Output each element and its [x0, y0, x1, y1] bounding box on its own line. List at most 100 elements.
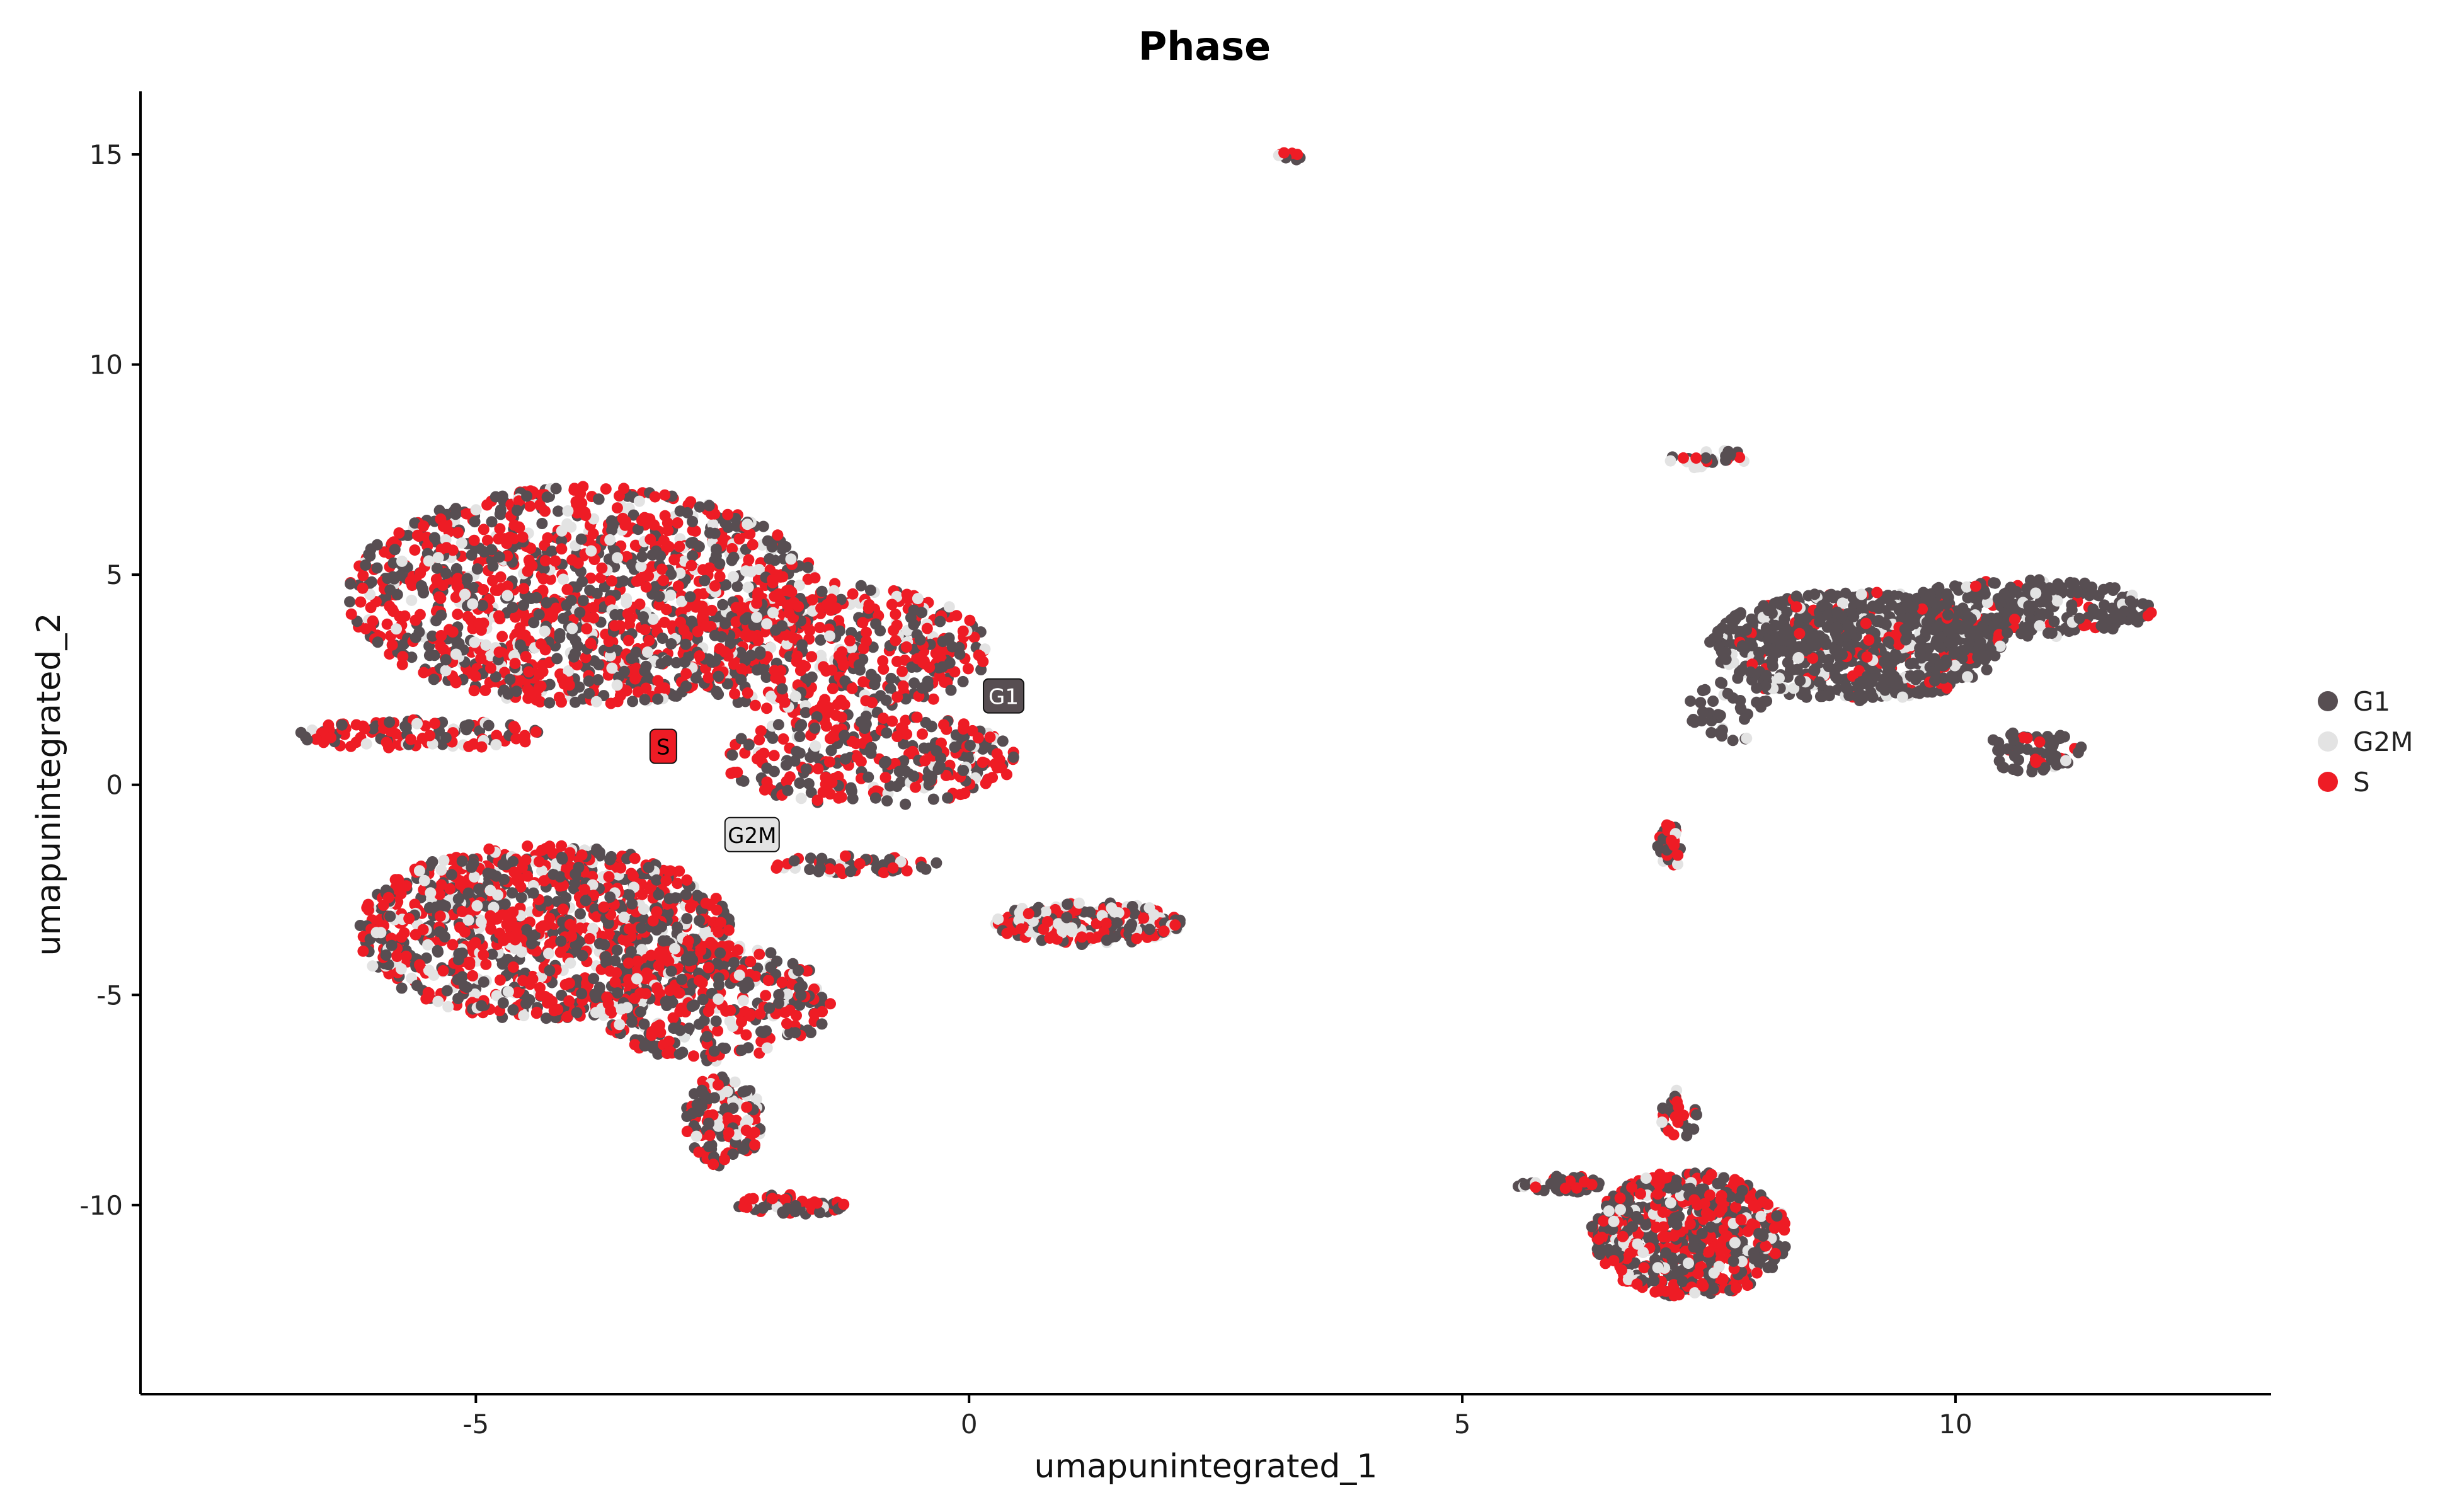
scatter-point-g1	[1781, 606, 1793, 618]
scatter-point-g2m	[590, 696, 602, 707]
scatter-point-s	[668, 554, 680, 566]
scatter-point-g1	[767, 732, 779, 744]
scatter-point-s	[379, 546, 391, 558]
scatter-point-g1	[367, 723, 379, 735]
scatter-point-s	[768, 750, 780, 762]
scatter-point-g1	[571, 581, 583, 593]
scatter-point-g2m	[455, 537, 467, 549]
scatter-point-s	[847, 588, 859, 600]
scatter-point-s	[1861, 651, 1873, 663]
scatter-point-g1	[757, 1201, 769, 1213]
scatter-point-s	[533, 856, 545, 868]
scatter-point-g1	[809, 722, 821, 734]
scatter-point-s	[804, 1198, 816, 1210]
scatter-point-s	[895, 722, 907, 734]
scatter-point-s	[524, 500, 536, 512]
scatter-point-s	[391, 951, 403, 963]
scatter-point-g2m	[713, 993, 724, 1005]
scatter-point-s	[767, 574, 779, 586]
scatter-point-s	[452, 527, 464, 539]
scatter-point-g1	[580, 895, 592, 907]
scatter-point-s	[563, 995, 575, 1007]
scatter-point-s	[615, 862, 627, 874]
scatter-point-g2m	[621, 1002, 633, 1014]
scatter-point-s	[505, 915, 517, 927]
scatter-point-s	[744, 1010, 756, 1022]
scatter-point-g1	[847, 793, 859, 805]
scatter-point-s	[723, 1127, 735, 1139]
scatter-point-g2m	[767, 607, 779, 619]
scatter-point-s	[641, 967, 653, 979]
scatter-point-g1	[541, 491, 553, 503]
scatter-point-g1	[592, 674, 604, 685]
scatter-point-g1	[1845, 628, 1857, 640]
scatter-point-s	[550, 602, 562, 614]
scatter-point-g2m	[367, 960, 379, 972]
scatter-point-g2m	[740, 565, 752, 577]
scatter-point-g1	[624, 889, 635, 901]
scatter-point-s	[520, 651, 532, 663]
scatter-point-g1	[855, 716, 867, 728]
scatter-point-s	[520, 854, 532, 866]
scatter-point-s	[823, 756, 835, 768]
scatter-point-s	[749, 1139, 760, 1151]
scatter-point-s	[476, 741, 488, 753]
scatter-point-s	[857, 643, 869, 655]
scatter-point-g1	[772, 719, 784, 731]
scatter-point-g1	[558, 612, 569, 624]
scatter-point-g2m	[635, 561, 647, 573]
scatter-point-g2m	[1792, 652, 1804, 663]
scatter-point-g2m	[1109, 906, 1121, 918]
scatter-point-s	[951, 610, 963, 622]
scatter-point-g1	[400, 722, 412, 734]
scatter-point-g1	[432, 946, 444, 958]
scatter-point-g1	[934, 616, 946, 627]
scatter-point-s	[418, 520, 430, 532]
scatter-point-s	[517, 531, 529, 543]
scatter-point-g1	[490, 491, 501, 503]
scatter-point-g1	[525, 937, 537, 949]
scatter-point-g1	[1101, 934, 1113, 946]
scatter-point-s	[357, 570, 369, 581]
scatter-point-g1	[814, 862, 826, 874]
scatter-point-s	[1138, 912, 1150, 924]
scatter-point-g1	[471, 563, 483, 575]
scatter-point-g1	[372, 636, 384, 648]
scatter-point-g1	[845, 782, 857, 794]
scatter-point-s	[508, 721, 520, 733]
scatter-point-g2m	[471, 900, 483, 912]
scatter-point-g1	[782, 1203, 794, 1215]
scatter-point-g1	[724, 638, 736, 650]
scatter-point-g1	[684, 591, 696, 603]
scatter-point-s	[658, 535, 670, 547]
scatter-point-s	[643, 570, 655, 582]
scatter-point-s	[714, 571, 726, 582]
scatter-point-s	[484, 910, 496, 922]
scatter-point-g1	[413, 626, 425, 638]
scatter-point-g1	[710, 1015, 722, 1027]
scatter-point-s	[604, 595, 616, 607]
scatter-point-g1	[452, 993, 464, 1004]
scatter-point-g1	[735, 733, 747, 745]
scatter-point-s	[1022, 908, 1034, 920]
scatter-point-s	[444, 883, 456, 895]
scatter-point-s	[437, 965, 449, 976]
scatter-point-g2m	[418, 874, 430, 886]
scatter-point-g1	[906, 662, 918, 673]
scatter-point-s	[452, 573, 464, 585]
scatter-point-g1	[528, 617, 540, 629]
scatter-point-g1	[893, 765, 905, 777]
scatter-point-s	[673, 541, 685, 553]
scatter-point-g1	[794, 747, 806, 759]
scatter-point-s	[527, 973, 539, 985]
scatter-point-g2m	[676, 595, 688, 607]
scatter-point-s	[891, 655, 903, 667]
scatter-point-s	[495, 974, 506, 986]
scatter-point-s	[702, 1005, 714, 1017]
scatter-point-g1	[544, 697, 556, 709]
scatter-point-s	[890, 634, 902, 646]
scatter-point-g1	[672, 921, 684, 933]
scatter-point-g1	[880, 694, 892, 706]
scatter-point-g2m	[824, 630, 835, 642]
